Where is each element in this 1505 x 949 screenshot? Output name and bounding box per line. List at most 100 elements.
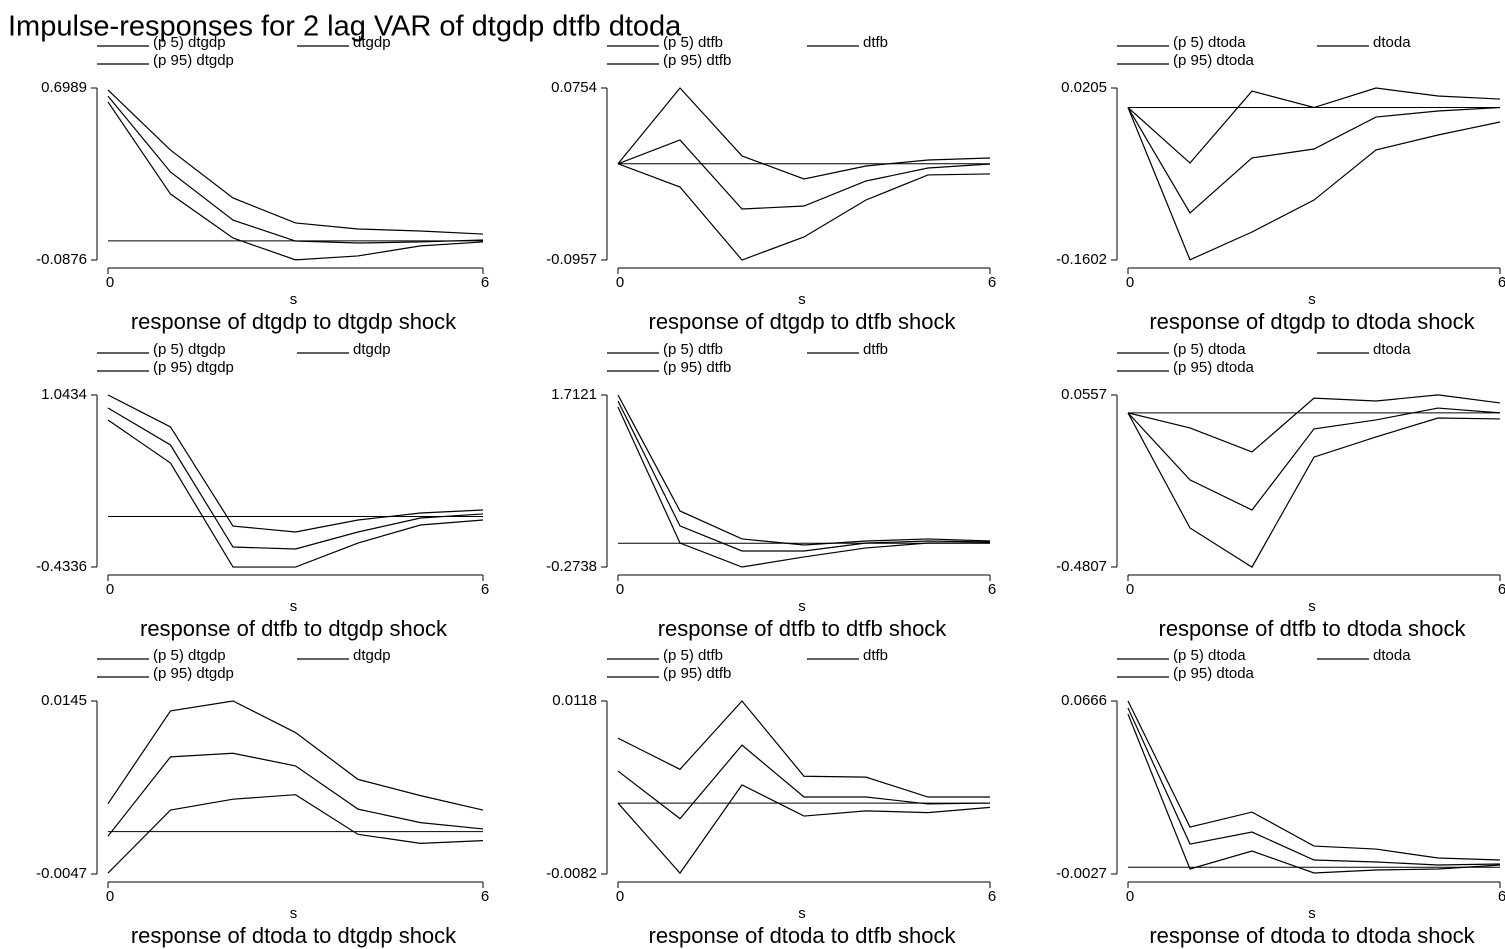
x-tick-label: 0	[616, 888, 624, 905]
x-axis-label: s	[798, 905, 806, 922]
x-tick-label: 0	[106, 274, 114, 291]
series-line	[1127, 107, 1501, 261]
panel-title: response of dtgdp to dtgdp shock	[131, 309, 457, 334]
x-tick-label: 6	[481, 581, 489, 598]
series-line	[617, 700, 990, 798]
panel-title: response of dtoda to dtgdp shock	[131, 923, 457, 948]
legend-label: dtgdp	[353, 34, 391, 51]
panel-title: response of dtgdp to dtfb shock	[649, 309, 957, 334]
series-line	[1127, 713, 1501, 874]
legend-label: (p 5) dtgdp	[153, 647, 226, 664]
legend-label: (p 5) dtfb	[663, 647, 723, 664]
series-line	[107, 101, 484, 261]
x-tick-label: 0	[106, 888, 114, 905]
legend-label: dtgdp	[353, 341, 391, 358]
x-tick-label: 0	[1126, 581, 1134, 598]
series-line	[617, 784, 991, 875]
panel-title: response of dtgdp to dtoda shock	[1149, 309, 1475, 334]
x-axis-label: s	[1308, 291, 1316, 308]
panel-title: response of dtoda to dtfb shock	[649, 923, 957, 948]
legend-label: dtoda	[1373, 647, 1411, 664]
x-tick-label: 6	[1498, 274, 1505, 291]
y-tick-label: 0.6989	[41, 79, 87, 96]
series-line	[617, 406, 990, 568]
series-line	[1127, 87, 1501, 164]
panel-title: response of dtfb to dtoda shock	[1159, 616, 1467, 641]
x-tick-label: 6	[988, 274, 996, 291]
y-tick-label: 0.0118	[552, 692, 597, 709]
x-tick-label: 6	[481, 274, 489, 291]
x-axis-label: s	[290, 291, 298, 308]
legend-label: (p 95) dtgdp	[153, 52, 234, 69]
panel-title: response of dtoda to dtoda shock	[1149, 923, 1475, 948]
legend-label: (p 95) dtgdp	[153, 359, 234, 376]
legend-label: (p 5) dtoda	[1173, 34, 1246, 51]
x-axis-label: s	[290, 905, 298, 922]
series-line	[107, 95, 484, 244]
legend-label: dtfb	[863, 647, 888, 664]
series-line	[107, 752, 484, 837]
y-tick-label: 0.0666	[1061, 692, 1107, 709]
legend-label: (p 95) dtoda	[1173, 52, 1255, 69]
x-tick-label: 6	[988, 888, 996, 905]
y-tick-label: -0.0957	[546, 251, 597, 268]
series-line	[107, 419, 484, 568]
series-line	[1127, 700, 1501, 861]
x-axis-label: s	[1308, 905, 1316, 922]
x-tick-label: 0	[106, 581, 114, 598]
y-tick-label: 0.0205	[1061, 79, 1107, 96]
legend-label: dtgdp	[353, 647, 391, 664]
series-line	[617, 87, 991, 180]
legend-label: (p 95) dtfb	[663, 665, 731, 682]
x-axis-label: s	[1308, 598, 1316, 615]
legend-label: dtoda	[1373, 34, 1411, 51]
series-line	[1127, 407, 1501, 511]
x-tick-label: 0	[616, 274, 624, 291]
y-tick-label: -0.4336	[36, 558, 87, 575]
legend-label: (p 5) dtoda	[1173, 647, 1246, 664]
legend-label: dtfb	[863, 341, 888, 358]
x-tick-label: 0	[616, 581, 624, 598]
legend-label: (p 5) dtgdp	[153, 341, 226, 358]
y-tick-label: 0.0145	[41, 692, 87, 709]
legend-label: (p 5) dtgdp	[153, 34, 226, 51]
x-tick-label: 6	[988, 581, 996, 598]
y-tick-label: -0.0876	[36, 251, 87, 268]
legend-label: (p 95) dtoda	[1173, 665, 1255, 682]
y-tick-label: 0.0754	[551, 79, 597, 96]
series-line	[1127, 106, 1501, 214]
legend-label: (p 5) dtoda	[1173, 341, 1246, 358]
series-line	[107, 407, 484, 550]
y-tick-label: -0.0082	[546, 865, 597, 882]
legend-label: dtoda	[1373, 341, 1411, 358]
page-title: Impulse-responses for 2 lag VAR of dtgdp…	[8, 11, 682, 43]
x-axis-label: s	[290, 598, 298, 615]
y-tick-label: 0.0557	[1061, 386, 1107, 403]
y-tick-label: -0.4807	[1056, 558, 1107, 575]
series-line	[107, 394, 484, 533]
legend-label: (p 95) dtfb	[663, 359, 731, 376]
x-tick-label: 6	[1498, 581, 1505, 598]
series-line	[617, 744, 991, 820]
x-tick-label: 0	[1126, 274, 1134, 291]
series-line	[107, 794, 484, 874]
series-line	[1127, 707, 1501, 866]
series-line	[617, 139, 991, 210]
legend-label: (p 5) dtfb	[663, 34, 723, 51]
series-line	[617, 400, 991, 552]
series-line	[617, 163, 991, 261]
panel-title: response of dtfb to dtfb shock	[658, 616, 948, 641]
y-tick-label: 1.7121	[551, 386, 597, 403]
series-line	[107, 89, 484, 235]
series-line	[107, 700, 484, 811]
legend-label: dtfb	[863, 34, 888, 51]
x-tick-label: 6	[1498, 888, 1505, 905]
x-axis-label: s	[798, 598, 806, 615]
panel-title: response of dtfb to dtgdp shock	[140, 616, 448, 641]
x-tick-label: 6	[481, 888, 489, 905]
y-tick-label: -0.0027	[1056, 865, 1107, 882]
legend-label: (p 95) dtfb	[663, 52, 731, 69]
legend-label: (p 5) dtfb	[663, 341, 723, 358]
y-tick-label: -0.0047	[36, 865, 87, 882]
